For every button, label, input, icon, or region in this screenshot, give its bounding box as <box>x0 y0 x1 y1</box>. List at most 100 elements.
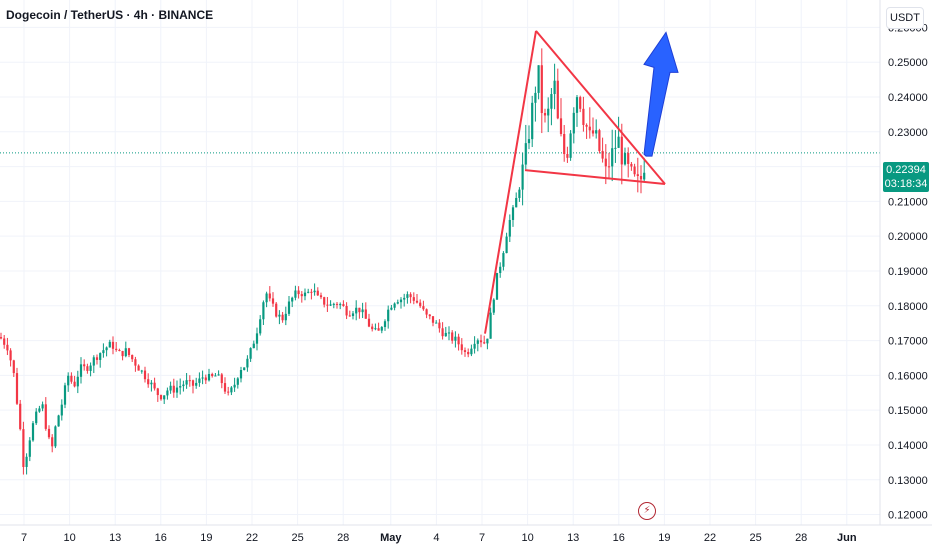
candle-body <box>54 426 57 447</box>
candle-body <box>399 299 403 303</box>
candle-body <box>409 294 412 298</box>
time-tick-label: 28 <box>795 532 807 544</box>
candle-body <box>355 307 358 314</box>
pennant-pole-line <box>484 30 537 334</box>
candle-body <box>460 344 463 351</box>
candle-body <box>582 108 585 125</box>
candle-body <box>598 130 601 151</box>
price-tick-label: 0.16000 <box>888 370 928 382</box>
candle-body <box>572 112 575 134</box>
time-tick-label: 22 <box>704 532 716 544</box>
candle-body <box>623 153 627 165</box>
candle-body <box>543 113 547 116</box>
symbol-title[interactable]: Dogecoin / TetherUS · 4h · BINANCE <box>6 8 214 22</box>
candle-body <box>643 172 646 180</box>
candle-body <box>284 313 287 321</box>
candle-body <box>249 348 252 359</box>
candle-body <box>60 404 63 416</box>
candle-body <box>214 375 217 377</box>
candle-body <box>508 219 511 237</box>
candle-body <box>127 348 131 355</box>
candle-body <box>19 403 22 430</box>
candle-body <box>569 133 572 158</box>
candle-body <box>428 314 431 317</box>
candle-body <box>367 318 371 327</box>
time-tick-label: 4 <box>433 532 439 544</box>
candle-body <box>467 351 470 355</box>
candle-body <box>86 366 89 371</box>
time-tick-label: 28 <box>337 532 349 544</box>
candle-body <box>620 136 623 165</box>
candle-body <box>463 350 467 352</box>
candle-body <box>342 304 345 307</box>
candle-body <box>95 357 99 360</box>
candle-body <box>44 404 47 429</box>
candle-body <box>278 314 281 317</box>
candle-body <box>371 326 374 330</box>
lightning-icon[interactable]: ⚡ <box>638 502 656 520</box>
candle-body <box>585 124 588 127</box>
candle-body <box>566 154 569 158</box>
candle-body <box>310 291 313 293</box>
price-tick-label: 0.18000 <box>888 301 928 313</box>
candle-body <box>313 290 316 293</box>
candle-body <box>435 322 438 324</box>
candle-body <box>182 384 185 387</box>
candle-body <box>105 347 108 351</box>
candle-body <box>335 303 339 305</box>
time-tick-label: 10 <box>63 532 75 544</box>
time-axis[interactable]: 7 10 13 16 19 22 25 28 May 4 7 10 13 16 19 22 25 28 Jun <box>21 532 857 544</box>
candle-body <box>483 342 486 344</box>
candle-body <box>281 314 284 321</box>
candle-body <box>627 153 630 164</box>
candle-body <box>204 377 207 381</box>
candle-body <box>255 333 259 344</box>
candle-body <box>351 313 355 317</box>
time-tick-label: May <box>380 532 402 544</box>
candle-body <box>505 236 508 254</box>
candle-body <box>230 387 233 393</box>
candle-body <box>614 147 617 149</box>
candle-body <box>198 378 201 383</box>
candle-body <box>476 340 479 344</box>
candle-body <box>172 385 175 393</box>
candle-body <box>540 65 543 114</box>
candle-body <box>3 338 6 345</box>
candle-body <box>207 374 211 381</box>
candle-body <box>383 321 387 328</box>
candle-body <box>67 375 70 386</box>
candle-body <box>547 108 550 116</box>
candle-body <box>451 332 454 341</box>
candle-body <box>25 456 28 467</box>
candle-body <box>83 364 86 367</box>
time-tick-label: 25 <box>749 532 761 544</box>
candle-body <box>374 328 377 330</box>
candle-body <box>79 364 83 377</box>
candle-body <box>601 150 604 159</box>
currency-button[interactable]: USDT <box>886 7 924 29</box>
candle-body <box>604 158 607 167</box>
candle-body <box>99 353 102 360</box>
candle-body <box>12 360 15 374</box>
candle-body <box>425 309 428 315</box>
candle-body <box>63 385 67 405</box>
candle-body <box>515 197 518 208</box>
candle-body <box>419 302 422 307</box>
candle-body <box>147 379 150 385</box>
candle-body <box>300 294 303 297</box>
candle-body <box>246 358 249 368</box>
time-tick-label: 7 <box>479 532 485 544</box>
price-axis[interactable]: 0.260000.250000.240000.230000.220000.210… <box>888 22 928 521</box>
candle-body <box>150 382 153 385</box>
candle-body <box>617 136 620 148</box>
candle-body <box>140 370 143 372</box>
chart-grid <box>0 0 880 525</box>
candle-body <box>175 387 179 393</box>
candle-body <box>121 351 124 357</box>
candle-body <box>294 290 297 298</box>
pennant-lower-line <box>524 169 666 185</box>
candle-body <box>390 307 393 310</box>
candle-body <box>633 166 636 175</box>
price-tick-label: 0.15000 <box>888 405 928 417</box>
